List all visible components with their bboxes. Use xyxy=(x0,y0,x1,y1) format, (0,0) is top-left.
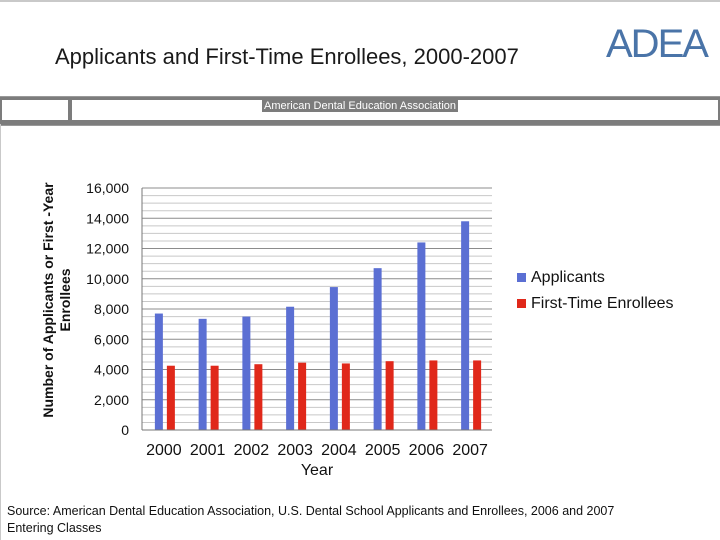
bar-enrollees xyxy=(385,361,394,430)
bar-enrollees xyxy=(166,365,175,430)
bar-applicants xyxy=(329,287,338,430)
x-tick-label: 2004 xyxy=(321,442,357,459)
y-tick-label: 4,000 xyxy=(94,362,129,378)
x-tick-labels: 2000 2001 2002 2003 2004 2005 2006 2007 xyxy=(146,442,488,459)
bar-applicants xyxy=(373,268,382,430)
y-tick-label: 6,000 xyxy=(94,331,129,347)
source-note: Source: American Dental Education Associ… xyxy=(7,504,615,535)
bar-applicants xyxy=(198,318,207,430)
y-tick-label: 14,000 xyxy=(86,210,129,226)
x-tick-label: 2002 xyxy=(234,442,270,459)
y-tick-label: 8,000 xyxy=(94,301,129,317)
x-tick-label: 2003 xyxy=(277,442,313,459)
bar-applicants xyxy=(286,306,295,430)
x-axis-title: Year xyxy=(301,462,334,479)
bars xyxy=(154,221,482,430)
legend-swatch-enrollees xyxy=(517,299,526,308)
bar-enrollees xyxy=(429,360,438,430)
y-tick-label: 12,000 xyxy=(86,241,129,257)
bar-enrollees xyxy=(473,360,482,430)
axes xyxy=(141,188,492,431)
legend-label-enrollees: First-Time Enrollees xyxy=(531,295,674,312)
bar-enrollees xyxy=(341,363,350,430)
bar-enrollees xyxy=(298,362,307,430)
banner-text-wrap: American Dental Education Association xyxy=(0,100,720,112)
legend: Applicants First-Time Enrollees xyxy=(517,269,674,312)
x-tick-label: 2005 xyxy=(365,442,401,459)
bar-applicants xyxy=(242,316,251,430)
x-tick-label: 2000 xyxy=(146,442,182,459)
band-left-panel xyxy=(2,100,68,120)
bar-applicants xyxy=(154,313,163,430)
bar-enrollees xyxy=(210,365,219,430)
bar-enrollees xyxy=(254,364,263,430)
y-tick-label: 10,000 xyxy=(86,271,129,287)
x-tick-label: 2001 xyxy=(190,442,226,459)
y-tick-label: 0 xyxy=(121,422,129,438)
top-rule xyxy=(0,0,720,2)
x-tick-label: 2007 xyxy=(452,442,488,459)
y-tick-labels: 0 2,000 4,000 6,000 8,000 10,000 12,000 14,000 1… xyxy=(86,180,129,438)
bar-applicants xyxy=(461,221,470,430)
page-title: Applicants and First-Time Enrollees, 200… xyxy=(55,44,519,69)
y-tick-label: 16,000 xyxy=(86,180,129,196)
y-tick-label: 2,000 xyxy=(94,392,129,408)
gridlines xyxy=(142,187,492,431)
bar-applicants xyxy=(417,242,426,430)
legend-label-applicants: Applicants xyxy=(531,269,605,286)
left-rule xyxy=(0,124,1,540)
x-tick-label: 2006 xyxy=(409,442,445,459)
adea-logo: ADEA xyxy=(606,22,709,66)
legend-swatch-applicants xyxy=(517,273,526,282)
banner-text: American Dental Education Association xyxy=(262,100,458,112)
